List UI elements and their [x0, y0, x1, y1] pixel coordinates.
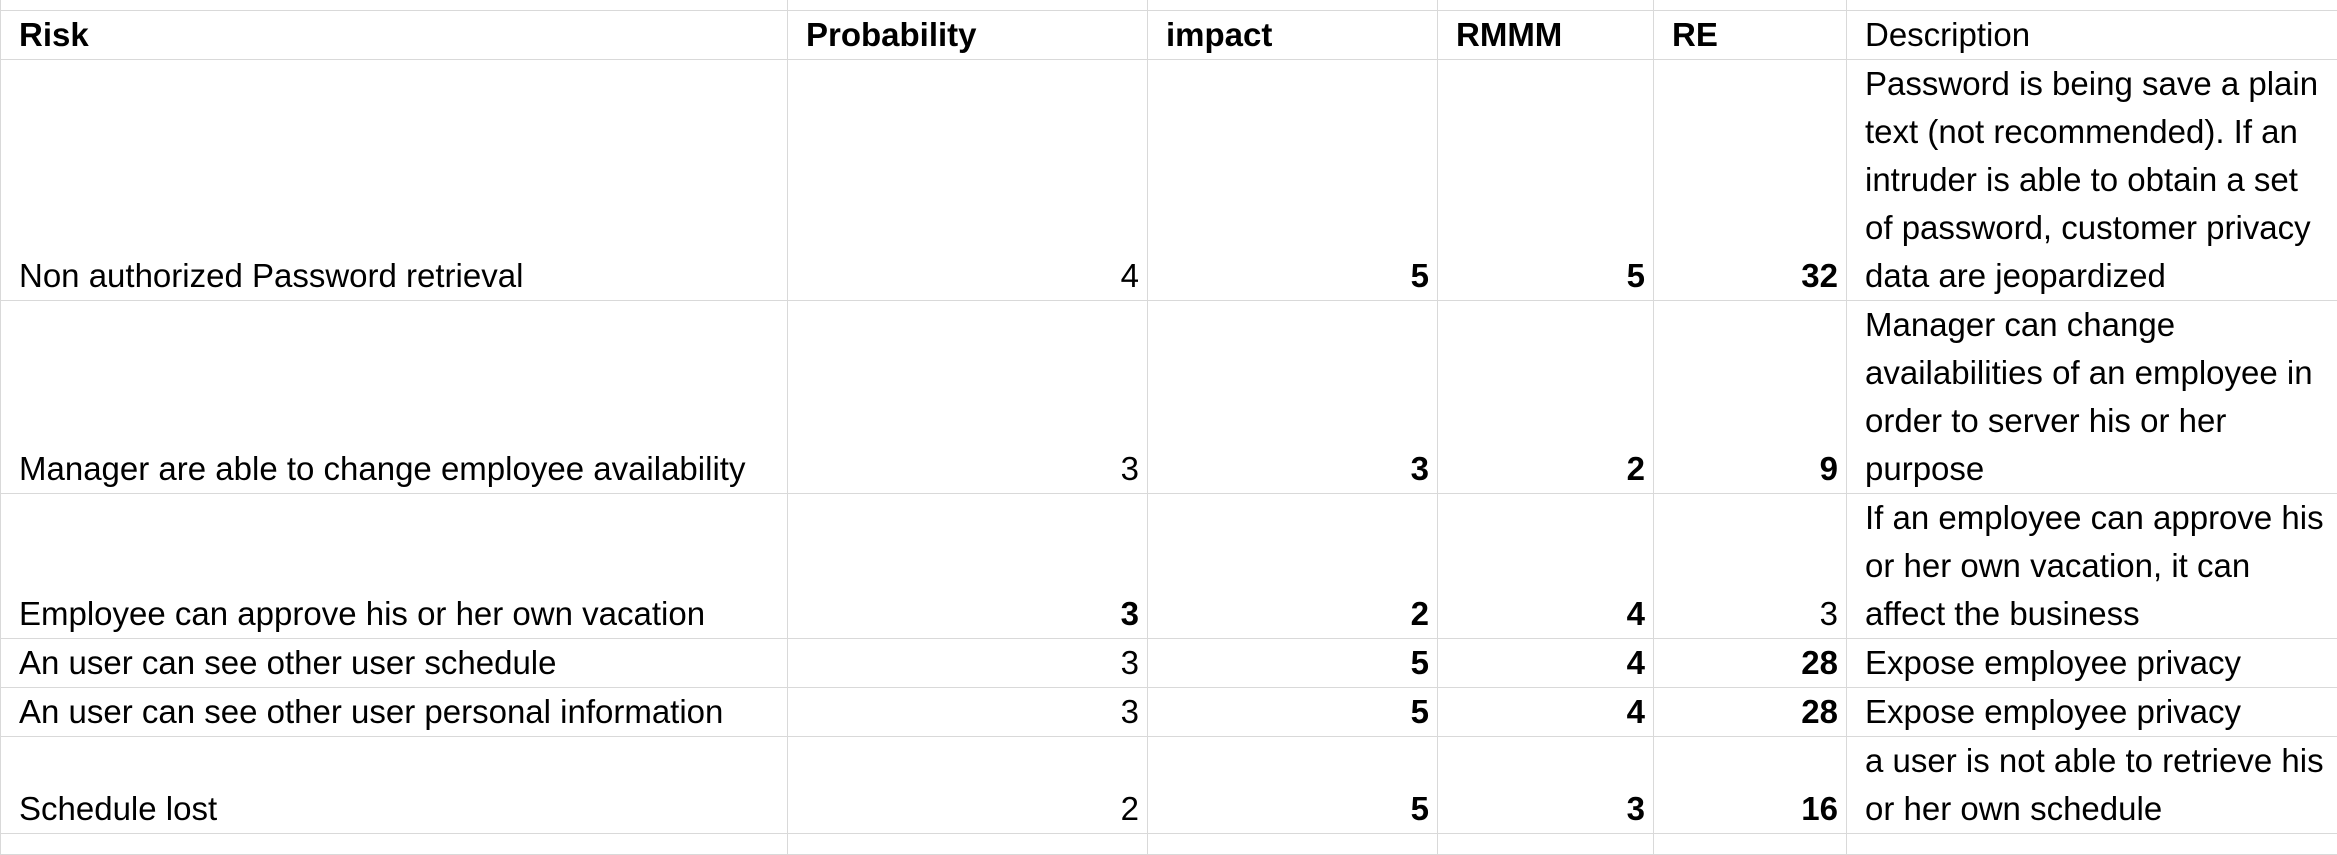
- probability-cell[interactable]: 3: [788, 639, 1148, 688]
- rmmm-cell[interactable]: 5: [1438, 60, 1654, 301]
- table-row: Employee can approve his or her own vaca…: [1, 494, 2337, 639]
- cell[interactable]: [1654, 0, 1847, 11]
- impact-cell[interactable]: 5: [1148, 737, 1438, 834]
- re-cell[interactable]: 32: [1654, 60, 1847, 301]
- rmmm-cell[interactable]: 3: [1438, 737, 1654, 834]
- risk-cell[interactable]: An user can see other user personal info…: [1, 688, 788, 737]
- table-row: Schedule lost 2 5 3 16 a user is not abl…: [1, 737, 2337, 834]
- re-cell[interactable]: 9: [1654, 301, 1847, 494]
- impact-cell[interactable]: 5: [1148, 60, 1438, 301]
- table-row: An user can see other user personal info…: [1, 688, 2337, 737]
- table-row: Manager are able to change employee avai…: [1, 301, 2337, 494]
- risk-cell[interactable]: Non authorized Password retrieval: [1, 60, 788, 301]
- impact-cell[interactable]: 2: [1148, 494, 1438, 639]
- table-row: An user can see other user schedule 3 5 …: [1, 639, 2337, 688]
- description-cell[interactable]: a user is not able to retrieve his or he…: [1847, 737, 2337, 834]
- description-cell[interactable]: Manager can change availabilities of an …: [1847, 301, 2337, 494]
- header-rmmm[interactable]: RMMM: [1438, 11, 1654, 60]
- description-cell[interactable]: Expose employee privacy: [1847, 688, 2337, 737]
- cell[interactable]: [1654, 834, 1847, 855]
- cell[interactable]: [1438, 834, 1654, 855]
- table-row: Non authorized Password retrieval 4 5 5 …: [1, 60, 2337, 301]
- probability-cell[interactable]: 3: [788, 301, 1148, 494]
- cell[interactable]: [1148, 0, 1438, 11]
- cell[interactable]: [1438, 0, 1654, 11]
- re-cell[interactable]: 28: [1654, 639, 1847, 688]
- header-impact[interactable]: impact: [1148, 11, 1438, 60]
- cell[interactable]: [788, 0, 1148, 11]
- impact-cell[interactable]: 3: [1148, 301, 1438, 494]
- impact-cell[interactable]: 5: [1148, 688, 1438, 737]
- probability-cell[interactable]: 3: [788, 494, 1148, 639]
- header-risk[interactable]: Risk: [1, 11, 788, 60]
- cell[interactable]: [1, 0, 788, 11]
- description-cell[interactable]: Expose employee privacy: [1847, 639, 2337, 688]
- risk-cell[interactable]: Employee can approve his or her own vaca…: [1, 494, 788, 639]
- header-row: Risk Probability impact RMMM RE Descript…: [1, 11, 2337, 60]
- risk-cell[interactable]: Schedule lost: [1, 737, 788, 834]
- probability-cell[interactable]: 3: [788, 688, 1148, 737]
- spacer-row: [1, 0, 2337, 11]
- cell[interactable]: [1847, 834, 2337, 855]
- risk-cell[interactable]: An user can see other user schedule: [1, 639, 788, 688]
- impact-cell[interactable]: 5: [1148, 639, 1438, 688]
- header-probability[interactable]: Probability: [788, 11, 1148, 60]
- empty-row: [1, 834, 2337, 855]
- description-cell[interactable]: If an employee can approve his or her ow…: [1847, 494, 2337, 639]
- description-cell[interactable]: Password is being save a plain text (not…: [1847, 60, 2337, 301]
- rmmm-cell[interactable]: 4: [1438, 688, 1654, 737]
- probability-cell[interactable]: 2: [788, 737, 1148, 834]
- rmmm-cell[interactable]: 4: [1438, 639, 1654, 688]
- risk-cell[interactable]: Manager are able to change employee avai…: [1, 301, 788, 494]
- header-re[interactable]: RE: [1654, 11, 1847, 60]
- cell[interactable]: [1148, 834, 1438, 855]
- cell[interactable]: [788, 834, 1148, 855]
- cell[interactable]: [1, 834, 788, 855]
- cell[interactable]: [1847, 0, 2337, 11]
- re-cell[interactable]: 28: [1654, 688, 1847, 737]
- rmmm-cell[interactable]: 4: [1438, 494, 1654, 639]
- header-description[interactable]: Description: [1847, 11, 2337, 60]
- re-cell[interactable]: 16: [1654, 737, 1847, 834]
- probability-cell[interactable]: 4: [788, 60, 1148, 301]
- rmmm-cell[interactable]: 2: [1438, 301, 1654, 494]
- re-cell[interactable]: 3: [1654, 494, 1847, 639]
